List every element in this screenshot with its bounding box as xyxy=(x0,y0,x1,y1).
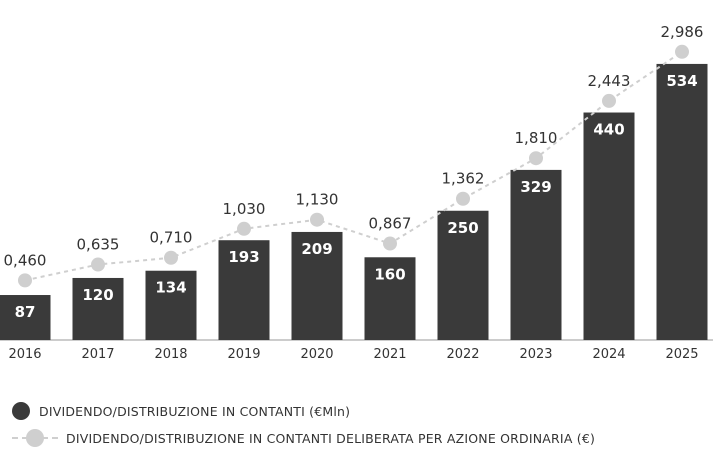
bar-2016 xyxy=(0,295,51,340)
dps-point-2020 xyxy=(310,212,324,227)
dps-label-2021: 0,867 xyxy=(369,215,412,233)
dps-point-2016 xyxy=(18,273,32,288)
legend-line-swatch xyxy=(12,429,58,447)
x-tick-2025: 2025 xyxy=(665,347,698,362)
x-tick-2020: 2020 xyxy=(300,347,333,362)
x-tick-2024: 2024 xyxy=(592,347,625,362)
dps-label-2016: 0,460 xyxy=(4,251,47,269)
bar-2024 xyxy=(583,112,635,341)
dps-label-2022: 1,362 xyxy=(442,170,485,188)
bar-label-2017: 120 xyxy=(82,286,113,304)
dps-label-2018: 0,710 xyxy=(150,229,193,247)
dps-point-2024 xyxy=(602,93,616,108)
dps-point-2017 xyxy=(91,257,105,272)
bar-label-2022: 250 xyxy=(447,219,478,237)
dividend-chart: 87 2016 120 2017 134 2018 193 2019 209 2020 160 202… xyxy=(0,23,713,362)
bar-label-2021: 160 xyxy=(374,265,405,283)
bar-2023 xyxy=(510,169,562,340)
dps-point-2025 xyxy=(675,44,689,59)
x-tick-2018: 2018 xyxy=(154,347,187,362)
x-tick-2023: 2023 xyxy=(519,347,552,362)
legend-bars-swatch xyxy=(12,402,30,420)
legend-line: DIVIDENDO/DISTRIBUZIONE IN CONTANTI DELI… xyxy=(12,429,595,447)
dps-point-2021 xyxy=(383,236,397,251)
bar-label-2020: 209 xyxy=(301,240,332,258)
bar-2020 xyxy=(291,231,343,340)
x-tick-2016: 2016 xyxy=(8,347,41,362)
x-tick-2021: 2021 xyxy=(373,347,406,362)
dps-point-2018 xyxy=(164,250,178,265)
dps-label-2025: 2,986 xyxy=(661,23,704,41)
bar-2018 xyxy=(145,270,197,340)
bar-label-2023: 329 xyxy=(520,178,551,196)
dps-label-2024: 2,443 xyxy=(588,72,631,90)
bar-2019 xyxy=(218,240,270,340)
bar-label-2025: 534 xyxy=(666,72,697,90)
dps-label-2023: 1,810 xyxy=(515,129,558,147)
dps-point-2022 xyxy=(456,191,470,206)
bar-2021 xyxy=(364,257,416,340)
legend-bars: DIVIDENDO/DISTRIBUZIONE IN CONTANTI (€Ml… xyxy=(12,402,350,420)
x-tick-2022: 2022 xyxy=(446,347,479,362)
dps-point-2023 xyxy=(529,151,543,166)
bar-label-2018: 134 xyxy=(155,279,186,297)
legend-bars-label: DIVIDENDO/DISTRIBUZIONE IN CONTANTI (€Ml… xyxy=(39,403,351,419)
bar-label-2019: 193 xyxy=(228,248,259,266)
bar-2017 xyxy=(72,277,124,340)
bar-label-2016: 87 xyxy=(15,303,36,321)
dps-line xyxy=(24,50,683,282)
bar-label-2024: 440 xyxy=(593,121,624,139)
bar-2022 xyxy=(437,210,489,340)
dps-label-2019: 1,030 xyxy=(223,200,266,218)
bar-2025 xyxy=(656,63,708,341)
dps-label-2020: 1,130 xyxy=(296,191,339,209)
dps-point-2019 xyxy=(237,221,251,236)
dps-label-2017: 0,635 xyxy=(77,236,120,254)
x-tick-2017: 2017 xyxy=(81,347,114,362)
x-tick-2019: 2019 xyxy=(227,347,260,362)
legend-line-label: DIVIDENDO/DISTRIBUZIONE IN CONTANTI DELI… xyxy=(66,430,596,446)
